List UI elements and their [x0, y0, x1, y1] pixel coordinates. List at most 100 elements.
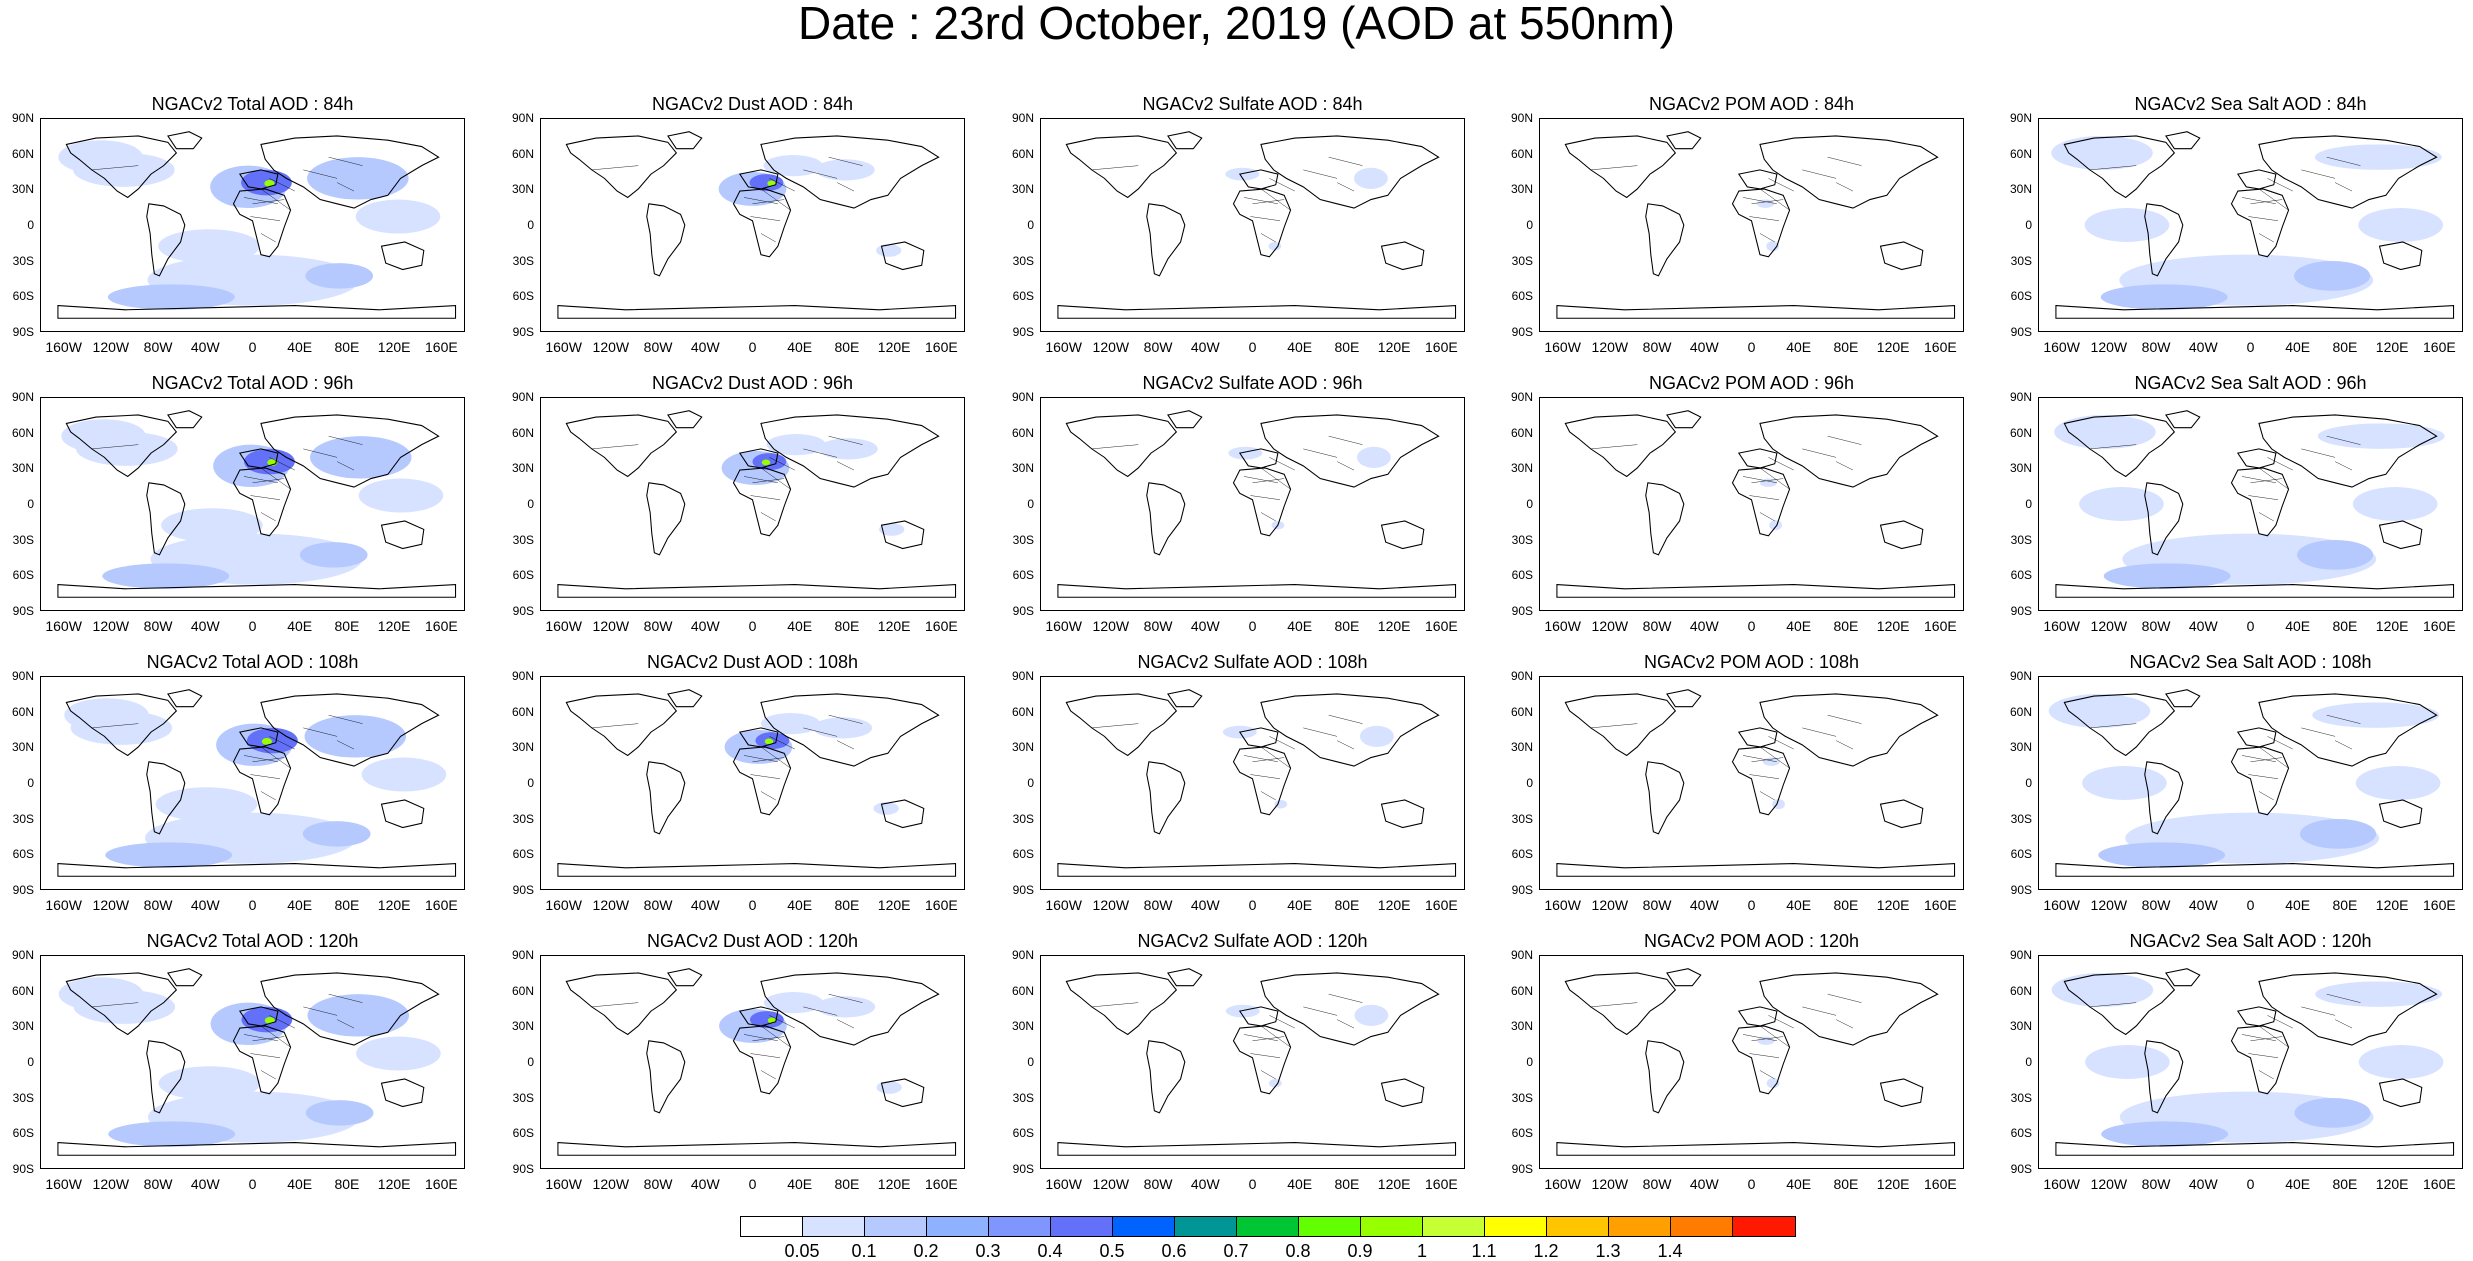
longitude-tick-label: 120E: [1876, 1176, 1910, 1192]
map-panel-total-2: NGACv2 Total AOD : 96h 90N 60N 30N 0 30S 60S 90…: [12, 373, 465, 633]
country-border: [1091, 165, 1139, 171]
world-map: [540, 397, 965, 611]
country-border: [1836, 1019, 1854, 1029]
country-border: [91, 1002, 139, 1008]
latitude-tick-label: 90N: [511, 669, 534, 683]
longitude-tick-label: 160E: [425, 1176, 458, 1192]
country-border: [1260, 188, 1291, 211]
latitude-tick-label: 90N: [2009, 669, 2032, 683]
longitude-tick-label: 120W: [1092, 1176, 1130, 1192]
latitude-tick-label: 30N: [2009, 1019, 2032, 1034]
longitude-tick-label: 80W: [1143, 618, 1173, 634]
latitude-tick-label: 90S: [2010, 604, 2032, 618]
country-border: [591, 165, 639, 171]
country-border: [1260, 233, 1276, 243]
latitude-tick-label: 0: [2025, 497, 2032, 511]
country-border: [750, 495, 781, 500]
longitude-tick-label: 120W: [592, 897, 630, 913]
country-border: [803, 169, 838, 179]
country-border: [2258, 512, 2274, 522]
panel-title: NGACv2 Sea Salt AOD : 96h: [2134, 373, 2367, 393]
colorbar-swatch: [1609, 1217, 1671, 1236]
country-border: [1768, 1015, 1794, 1029]
latitude-tick-label: 30S: [512, 1090, 534, 1105]
country-border: [1759, 467, 1790, 490]
latitude-tick-label: 30N: [1011, 182, 1034, 197]
country-border: [2242, 1034, 2276, 1042]
country-border: [1260, 746, 1291, 769]
longitude-tick-label: 80E: [334, 1176, 360, 1192]
panel-title: NGACv2 Total AOD : 84h: [151, 94, 354, 114]
longitude-tick-label: 160W: [2043, 618, 2080, 634]
country-border: [1303, 169, 1338, 179]
longitude-tick-label: 160E: [425, 339, 458, 355]
coastline: [2378, 520, 2423, 550]
aod-shading: [1756, 199, 1774, 209]
latitude-tick-label: 30S: [1511, 811, 1533, 826]
coastline: [238, 169, 279, 190]
longitude-tick-label: 160W: [2043, 339, 2080, 355]
aod-shading: [2294, 1098, 2371, 1128]
coastline: [557, 583, 957, 598]
latitude-tick-label: 90N: [1011, 390, 1034, 404]
longitude-tick-label: 80W: [1642, 339, 1672, 355]
longitude-tick-label: 80W: [143, 339, 173, 355]
coastline: [2258, 414, 2438, 488]
coastline: [167, 689, 203, 708]
latitude-tick-label: 30N: [1510, 461, 1533, 476]
aod-shading: [749, 1011, 784, 1029]
aod-shading: [2084, 208, 2170, 242]
longitude-tick-label: 0: [1747, 1176, 1756, 1192]
country-border: [591, 723, 639, 729]
longitude-tick-label: 80W: [143, 1176, 173, 1192]
latitude-tick-label: 0: [27, 218, 34, 232]
longitude-tick-label: 80E: [2332, 618, 2358, 634]
country-border: [750, 1053, 781, 1058]
latitude-tick-label: 30N: [11, 1019, 34, 1034]
latitude-tick-label: 30N: [1011, 740, 1034, 755]
longitude-tick-label: 40E: [787, 1176, 813, 1192]
colorbar-label: 1.1: [1471, 1241, 1497, 1261]
longitude-tick-label: 40W: [1190, 897, 1220, 913]
country-border: [1337, 182, 1355, 192]
world-map: [1040, 955, 1465, 1169]
longitude-tick-label: 120E: [2375, 897, 2409, 913]
longitude-tick-label: 40W: [2188, 1176, 2218, 1192]
latitude-tick-label: 90N: [1011, 669, 1034, 683]
latitude-tick-label: 60N: [2009, 983, 2032, 998]
longitude-tick-label: 160W: [2043, 1176, 2080, 1192]
country-border: [1590, 1002, 1638, 1008]
aod-shading: [2297, 540, 2374, 570]
longitude-tick-label: 80E: [1833, 339, 1859, 355]
longitude-tick-label: 120W: [1591, 618, 1629, 634]
latitude-tick-label: 30S: [2010, 532, 2032, 547]
coastline: [1731, 746, 1791, 816]
aod-shading: [1762, 757, 1780, 767]
latitude-tick-label: 60N: [511, 983, 534, 998]
aod-shading: [1766, 1078, 1780, 1089]
country-border: [828, 435, 863, 445]
longitude-tick-label: 40E: [1287, 1176, 1313, 1192]
map-panel-dust-2: NGACv2 Dust AOD : 96h 90N 60N 30N 0 30S 60S 90S…: [512, 373, 965, 633]
country-border: [1260, 512, 1276, 522]
longitude-tick-label: 40E: [1786, 897, 1812, 913]
latitude-tick-label: 0: [1027, 218, 1034, 232]
aod-shading: [876, 1081, 902, 1094]
coastline: [146, 1040, 186, 1114]
latitude-tick-label: 60N: [1510, 425, 1533, 440]
colorbar-swatch: [803, 1217, 865, 1236]
longitude-tick-label: 120E: [877, 618, 911, 634]
country-border: [2258, 1025, 2289, 1048]
longitude-tick-label: 0: [2246, 897, 2255, 913]
aod-shading: [61, 419, 146, 454]
aod-shading: [2352, 487, 2438, 521]
latitude-tick-label: 0: [1027, 497, 1034, 511]
world-map: [40, 676, 465, 890]
country-border: [1749, 1053, 1780, 1058]
coastline: [1232, 1025, 1292, 1095]
latitude-tick-label: 30S: [2010, 1090, 2032, 1105]
country-border: [744, 476, 778, 484]
colorbar: [740, 1216, 1796, 1237]
country-border: [2301, 169, 2336, 179]
longitude-tick-label: 40E: [1287, 339, 1313, 355]
